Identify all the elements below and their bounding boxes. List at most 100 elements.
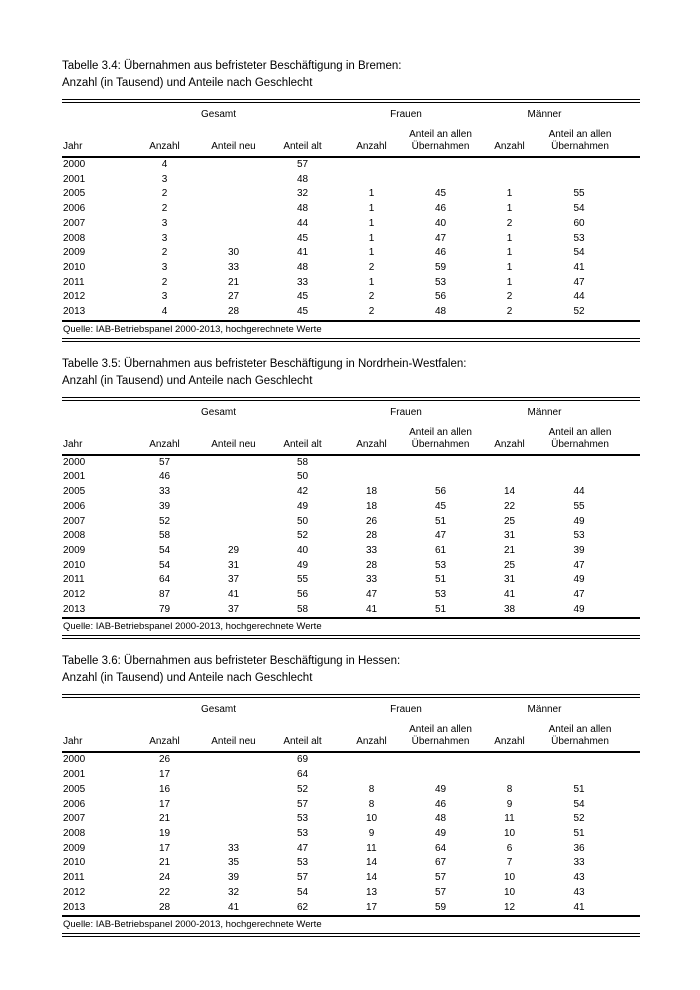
value-cell: 17 [158,769,171,781]
value-cell: 13 [365,886,378,898]
value-cell: 57 [296,872,309,884]
column-header-anteil-neu: Anteil neu [199,716,268,754]
value-cell: 8 [506,783,513,795]
value-cell: 41 [573,261,585,273]
column-header-anzahl-gesamt: Anzahl [130,716,199,754]
source-row: Quelle: IAB-Betriebspanel 2000-2013, hoc… [62,617,640,638]
value-cell [337,752,406,768]
group-header-gesamt: Gesamt [200,109,236,120]
value-cell: 49 [296,500,309,512]
value-cell: 1 [506,276,513,288]
value-cell [199,812,268,827]
value-cell [337,768,406,783]
value-cell: 60 [573,217,585,229]
value-cell: 33 [158,486,171,498]
table-row: 2001 3 48 [62,173,640,188]
table-title-line2: Anzahl (in Tausend) und Anteile nach Ges… [62,77,313,89]
value-cell: 51 [573,783,585,795]
value-cell [199,157,268,173]
value-cell [544,157,640,173]
column-header-anteil-neu: Anteil neu [199,418,268,456]
table-row: 2007 21 53 10 48 11 52 [62,812,640,827]
column-header-anzahl-maenner: Anzahl [475,121,544,158]
value-cell: 7 [506,857,513,869]
column-header-anteil-frauen: Anteil an allen Übernahmen [406,121,475,158]
value-cell: 28 [365,530,378,542]
group-header-gesamt: Gesamt [200,704,236,716]
column-header-row: Jahr Anzahl Anteil neu Anteil alt Anzahl… [62,716,640,754]
column-header-anteil-alt: Anteil alt [268,121,337,158]
value-cell: 2 [161,247,168,259]
value-cell: 8 [368,798,375,810]
value-cell: 1 [506,188,513,200]
value-cell: 58 [296,456,309,468]
value-cell: 2 [506,306,513,318]
value-cell: 54 [296,886,309,898]
source-note: Quelle: IAB-Betriebspanel 2000-2013, hoc… [62,319,640,340]
value-cell [199,232,268,247]
value-cell: 69 [296,754,309,766]
table-row: 2010 21 35 53 14 67 7 33 [62,856,640,871]
table-title-line1: Tabelle 3.4: Übernahmen aus befristeter … [62,60,402,72]
table-row: 2012 3 27 45 2 56 2 44 [62,290,640,305]
value-cell [544,752,640,768]
value-cell: 52 [573,306,585,318]
value-cell: 1 [506,247,513,259]
value-cell: 64 [296,769,309,781]
value-cell: 79 [158,603,171,615]
value-cell: 54 [573,203,585,215]
value-cell: 41 [573,901,585,913]
value-cell: 55 [296,574,309,586]
year-cell: 2006 [63,203,86,215]
value-cell: 40 [296,544,309,556]
value-cell: 30 [227,247,240,259]
value-cell [406,173,475,188]
value-cell: 10 [503,872,516,884]
value-cell [406,455,475,471]
column-header-anteil-maenner: Anteil an allen Übernahmen [544,418,640,456]
year-cell: 2001 [63,471,86,483]
year-cell: 2011 [63,276,85,288]
value-cell: 22 [158,886,171,898]
value-cell [544,470,640,485]
value-cell: 6 [506,842,513,854]
value-cell: 9 [506,798,513,810]
value-cell: 32 [296,188,309,200]
group-header-frauen: Frauen [390,109,422,120]
value-cell: 44 [573,291,585,303]
table-row: 2007 52 50 26 51 25 49 [62,515,640,530]
group-header-frauen: Frauen [390,406,422,418]
value-cell: 53 [573,232,585,244]
value-cell: 18 [365,500,378,512]
value-cell: 52 [296,783,309,795]
year-cell: 2005 [63,783,86,795]
value-cell: 54 [573,247,585,259]
value-cell: 41 [503,589,516,601]
value-cell: 53 [573,530,585,542]
value-cell: 3 [161,232,168,244]
value-cell: 53 [434,589,447,601]
value-cell: 51 [573,827,585,839]
table-row: 2010 54 31 49 28 53 25 47 [62,559,640,574]
table-row: 2005 16 52 8 49 8 51 [62,783,640,798]
value-cell: 24 [158,872,171,884]
year-cell: 2008 [63,530,86,542]
value-cell: 58 [158,530,171,542]
value-cell: 10 [503,827,516,839]
value-cell [406,768,475,783]
table-body: 2000 4 57 2001 3 48 2005 2 32 1 45 1 55 2006 2 48 1 46 1 54… [62,157,640,321]
column-header-anteil-alt: Anteil alt [268,716,337,754]
value-cell [199,827,268,842]
value-cell [199,187,268,202]
year-cell: 2001 [63,769,86,781]
value-cell: 48 [296,203,309,215]
value-cell: 48 [434,813,447,825]
group-header-maenner: Männer [527,406,562,418]
value-cell: 2 [506,217,513,229]
value-cell: 47 [573,276,585,288]
value-cell: 2 [161,203,168,215]
table-title-line2: Anzahl (in Tausend) und Anteile nach Ges… [62,672,313,685]
table-row: 2011 64 37 55 33 51 31 49 [62,573,640,588]
table-row: 2012 22 32 54 13 57 10 43 [62,886,640,901]
value-cell: 21 [158,813,171,825]
